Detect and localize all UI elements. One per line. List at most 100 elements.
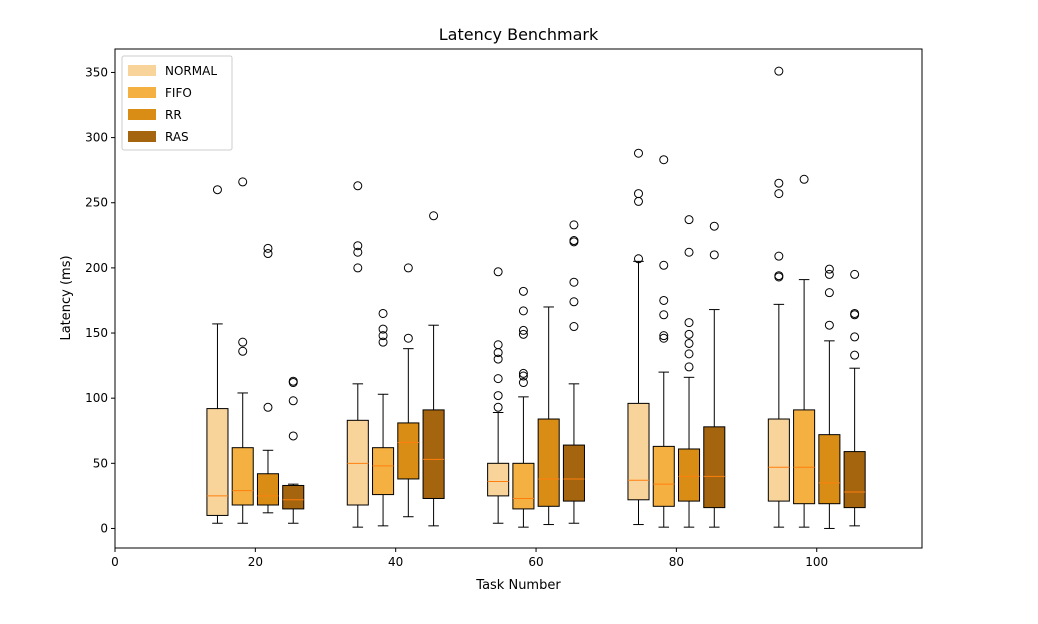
outlier-task80-fifo-0 bbox=[659, 155, 669, 165]
outlier-task60-normal-0 bbox=[493, 267, 503, 277]
y-tick-label-150: 150 bbox=[85, 326, 108, 340]
outlier-task60-ras-4 bbox=[569, 297, 579, 307]
outlier-task80-fifo-2 bbox=[659, 295, 669, 305]
box-task20-fifo bbox=[231, 447, 254, 506]
box-task20-ras bbox=[282, 484, 305, 510]
outlier-task20-rr-0 bbox=[263, 243, 273, 253]
outlier-task40-rr-1 bbox=[403, 333, 413, 343]
outlier-task80-rr-5 bbox=[684, 349, 694, 359]
legend-frame bbox=[121, 55, 233, 151]
outlier-task100-normal-2 bbox=[774, 189, 784, 199]
outlier-task60-ras-2 bbox=[569, 237, 579, 247]
outlier-task40-normal-3 bbox=[353, 263, 363, 273]
outlier-task60-fifo-6 bbox=[518, 378, 528, 388]
outlier-task60-normal-6 bbox=[493, 402, 503, 412]
outlier-task80-rr-0 bbox=[684, 215, 694, 225]
outlier-task40-fifo-3 bbox=[378, 337, 388, 347]
outlier-task40-fifo-2 bbox=[378, 331, 388, 341]
outlier-task100-rr-0 bbox=[824, 264, 834, 274]
outlier-task60-fifo-1 bbox=[518, 306, 528, 316]
box-task100-rr bbox=[818, 434, 841, 505]
outlier-task20-fifo-1 bbox=[238, 337, 248, 347]
box-task40-fifo bbox=[372, 447, 395, 496]
outlier-task20-fifo-2 bbox=[238, 346, 248, 356]
y-tick-label-100: 100 bbox=[85, 391, 108, 405]
y-axis-label: Latency (ms) bbox=[59, 255, 74, 340]
x-tick-label-20: 20 bbox=[248, 555, 263, 569]
x-tick-label-40: 40 bbox=[388, 555, 403, 569]
outlier-task100-rr-3 bbox=[824, 320, 834, 330]
outlier-task80-fifo-3 bbox=[659, 310, 669, 320]
outlier-task100-fifo-0 bbox=[799, 174, 809, 184]
outlier-task20-rr-1 bbox=[263, 249, 273, 259]
outlier-task80-fifo-1 bbox=[659, 260, 669, 270]
outlier-task80-normal-0 bbox=[633, 148, 643, 158]
outlier-task60-fifo-5 bbox=[518, 371, 528, 381]
outlier-task40-fifo-1 bbox=[378, 324, 388, 334]
chart-title: Latency Benchmark bbox=[439, 25, 599, 44]
box-task60-rr bbox=[537, 418, 560, 507]
box-task100-fifo bbox=[793, 409, 816, 505]
y-tick-label-0: 0 bbox=[100, 521, 108, 535]
box-task60-ras bbox=[562, 444, 585, 502]
box-task20-rr bbox=[256, 473, 280, 506]
outlier-task100-ras-0 bbox=[850, 269, 860, 279]
y-tick-label-250: 250 bbox=[85, 196, 108, 210]
x-tick-label-100: 100 bbox=[805, 555, 828, 569]
outlier-task60-normal-5 bbox=[493, 391, 503, 401]
box-task100-normal bbox=[767, 418, 790, 502]
legend-label-rr: RR bbox=[165, 108, 182, 122]
outlier-task20-ras-1 bbox=[288, 378, 298, 388]
y-tick-label-50: 50 bbox=[93, 456, 108, 470]
outlier-task60-ras-3 bbox=[569, 277, 579, 287]
outlier-task20-rr-2 bbox=[263, 402, 273, 412]
outlier-task20-ras-3 bbox=[288, 431, 298, 441]
outlier-task80-rr-4 bbox=[684, 338, 694, 348]
outlier-task80-rr-2 bbox=[684, 318, 694, 328]
outlier-task80-normal-3 bbox=[633, 254, 643, 264]
y-tick-label-300: 300 bbox=[85, 131, 108, 145]
outlier-task60-normal-4 bbox=[493, 374, 503, 384]
legend-swatch-rr bbox=[128, 109, 156, 120]
box-task60-fifo bbox=[512, 462, 535, 510]
outlier-task60-fifo-2 bbox=[518, 325, 528, 335]
outlier-task60-fifo-0 bbox=[518, 286, 528, 296]
outlier-task80-fifo-4 bbox=[659, 331, 669, 341]
outlier-task60-ras-0 bbox=[569, 220, 579, 230]
outlier-task60-fifo-4 bbox=[518, 368, 528, 378]
box-task80-ras bbox=[703, 426, 726, 509]
y-tick-label-200: 200 bbox=[85, 261, 108, 275]
outlier-task40-fifo-0 bbox=[378, 308, 388, 318]
outlier-task40-normal-2 bbox=[353, 247, 363, 257]
outlier-task100-ras-3 bbox=[850, 332, 860, 342]
outlier-task100-ras-4 bbox=[850, 350, 860, 360]
outlier-task100-normal-1 bbox=[774, 178, 784, 188]
outlier-task100-rr-2 bbox=[824, 288, 834, 298]
outlier-task100-normal-5 bbox=[774, 272, 784, 282]
x-tick-label-0: 0 bbox=[111, 555, 119, 569]
outlier-task80-rr-1 bbox=[684, 247, 694, 257]
outlier-task60-fifo-3 bbox=[518, 329, 528, 339]
outlier-task20-ras-2 bbox=[288, 396, 298, 406]
box-task80-normal bbox=[627, 402, 650, 501]
outlier-task40-normal-1 bbox=[353, 241, 363, 251]
box-task40-rr bbox=[397, 422, 420, 480]
x-tick-label-60: 60 bbox=[528, 555, 543, 569]
box-task80-rr bbox=[677, 448, 701, 502]
outlier-task80-normal-2 bbox=[633, 196, 643, 206]
outlier-task40-ras-0 bbox=[429, 211, 439, 221]
legend: NORMAL FIFO RR RAS bbox=[121, 55, 233, 151]
legend-label-fifo: FIFO bbox=[165, 86, 192, 100]
outlier-task40-rr-0 bbox=[403, 263, 413, 273]
box-task20-normal bbox=[206, 408, 229, 516]
legend-label-ras: RAS bbox=[165, 130, 189, 144]
outlier-task80-ras-0 bbox=[709, 221, 719, 231]
outlier-task80-fifo-5 bbox=[659, 333, 669, 343]
box-task100-ras bbox=[843, 451, 866, 509]
outlier-task60-ras-5 bbox=[569, 322, 579, 332]
outlier-task100-ras-2 bbox=[850, 310, 860, 320]
outlier-task100-normal-3 bbox=[774, 251, 784, 261]
outlier-task60-normal-2 bbox=[493, 348, 503, 358]
outlier-task80-ras-1 bbox=[709, 250, 719, 260]
